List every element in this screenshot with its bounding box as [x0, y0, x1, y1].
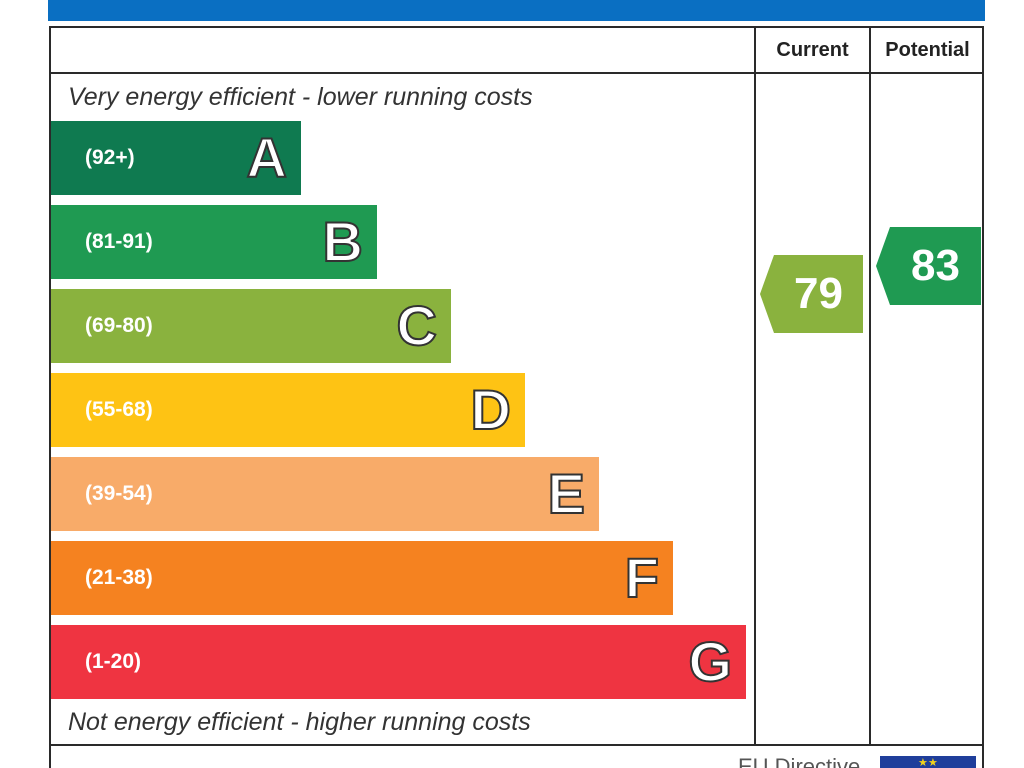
current-rating-arrow: 79 [760, 255, 863, 333]
band-letter: G [687, 629, 733, 694]
flag-star-icon: ★ [918, 757, 928, 768]
potential-rating-value: 83 [911, 241, 960, 290]
column-divider-potential [869, 26, 871, 746]
top-caption: Very energy efficient - lower running co… [68, 83, 533, 111]
chart-frame [49, 26, 984, 768]
eu-directive-label: EU Directive [738, 754, 861, 768]
bottom-caption: Not energy efficient - higher running co… [68, 708, 531, 736]
band-a: (92+) A [51, 121, 301, 195]
band-d: (55-68) D [51, 373, 525, 447]
band-range-label: (39-54) [85, 482, 153, 505]
potential-rating-arrow: 83 [876, 227, 981, 305]
band-range-label: (55-68) [85, 398, 153, 421]
header-divider [49, 72, 984, 74]
potential-column-header: Potential [885, 39, 970, 61]
band-c: (69-80) C [51, 289, 451, 363]
band-letter: C [396, 293, 438, 358]
band-e: (39-54) E [51, 457, 599, 531]
flag-star-icon: ★ [928, 757, 938, 768]
column-divider-current [754, 26, 756, 746]
band-range-label: (21-38) [85, 566, 153, 589]
band-range-label: (69-80) [85, 314, 153, 337]
footer-divider [49, 744, 984, 746]
band-letter: A [246, 125, 288, 190]
eu-flag-icon: ★ ★ [880, 756, 976, 768]
potential-rating-shape [876, 227, 981, 305]
band-range-label: (81-91) [85, 230, 153, 253]
current-column-header: Current [776, 39, 849, 61]
band-letter: B [322, 209, 364, 274]
band-f: (21-38) F [51, 541, 673, 615]
current-rating-shape [760, 255, 863, 333]
band-b: (81-91) B [51, 205, 377, 279]
band-g: (1-20) G [51, 625, 746, 699]
title-banner [48, 0, 985, 21]
band-letter: E [547, 461, 586, 526]
band-range-label: (92+) [85, 146, 135, 169]
band-letter: F [624, 545, 660, 610]
band-range-label: (1-20) [85, 650, 142, 673]
band-letter: D [470, 377, 512, 442]
current-rating-value: 79 [794, 269, 843, 318]
